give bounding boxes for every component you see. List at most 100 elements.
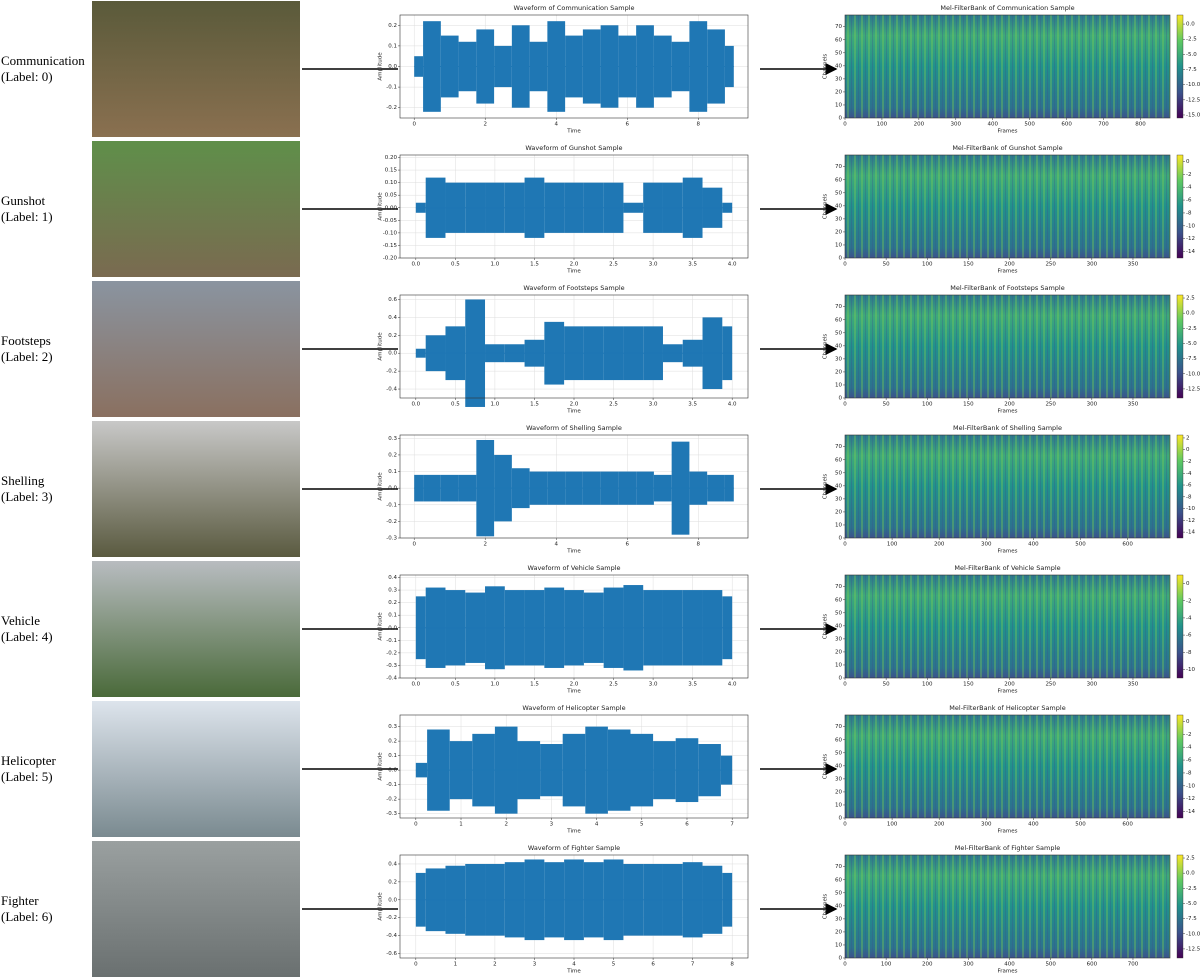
x-tick-label: 200	[934, 822, 945, 828]
y-tick-label: 30	[835, 636, 842, 642]
colorbar-tick-label: -15.0	[1186, 112, 1200, 118]
x-tick-label: 300	[1087, 262, 1098, 268]
y-axis-label: Channels	[823, 54, 829, 80]
y-tick-label: 0.1	[388, 753, 397, 759]
x-tick-label: 400	[1004, 962, 1015, 968]
spectrogram-texture	[845, 155, 1170, 258]
y-tick-label: 0.3	[388, 588, 397, 594]
plot-title: Waveform of Fighter Sample	[528, 844, 620, 852]
plot-title: Waveform of Communication Sample	[513, 4, 634, 12]
y-tick-label: 70	[835, 164, 842, 170]
y-tick-label: 40	[835, 903, 842, 909]
x-tick-label: 1	[454, 962, 458, 968]
colorbar-tick-label: -2.5	[1186, 886, 1197, 892]
plot-frame	[399, 14, 749, 119]
plot-title: Waveform of Footsteps Sample	[523, 284, 624, 292]
x-axis-label: Time	[566, 689, 581, 695]
colorbar-tick-label: -4	[1186, 615, 1192, 621]
x-axis-label: Frames	[997, 829, 1017, 835]
x-tick-label: 500	[1045, 962, 1056, 968]
y-tick-label: -0.4	[386, 676, 397, 682]
x-tick-label: 200	[914, 122, 925, 128]
x-tick-label: 400	[1028, 822, 1039, 828]
y-tick-label: 0.0	[388, 64, 397, 70]
y-tick-label: -0.4	[386, 933, 397, 939]
x-tick-label: 200	[934, 542, 945, 548]
colorbar-tick-label: -2	[1186, 172, 1191, 178]
y-axis-label: Channels	[823, 614, 829, 640]
x-tick-label: 100	[881, 962, 892, 968]
x-tick-label: 6	[685, 822, 689, 828]
y-tick-label: 0.4	[388, 315, 397, 321]
x-axis-label: Frames	[997, 969, 1017, 975]
y-tick-label: 0.2	[388, 333, 397, 339]
y-tick-label: 0	[839, 536, 843, 542]
colorbar-tick-label: -5.0	[1186, 341, 1197, 347]
plot-frame	[399, 714, 749, 819]
plot-title: Waveform of Gunshot Sample	[525, 144, 622, 152]
x-tick-label: 0	[843, 402, 847, 408]
y-tick-label: 30	[835, 776, 842, 782]
x-tick-label: 3	[533, 962, 537, 968]
colorbar-tick-label: -12	[1186, 796, 1195, 802]
y-tick-label: 20	[835, 369, 842, 375]
x-tick-label: 250	[1045, 262, 1056, 268]
y-tick-label: 0	[839, 256, 843, 262]
y-tick-label: 0.0	[388, 351, 397, 357]
x-tick-label: 2.5	[609, 682, 618, 688]
x-tick-label: 400	[1028, 542, 1039, 548]
x-tick-label: 0.5	[451, 402, 460, 408]
x-tick-label: 8	[697, 122, 701, 128]
colorbar-tick-label: -8	[1186, 650, 1192, 656]
x-tick-label: 250	[1045, 402, 1056, 408]
colorbar-tick-label: -2	[1186, 459, 1191, 465]
y-axis-label: Amplitude	[378, 612, 384, 641]
x-tick-label: 250	[1045, 682, 1056, 688]
colorbar-tick-label: -6	[1186, 198, 1192, 204]
x-tick-label: 0.0	[411, 262, 420, 268]
y-tick-label: 0.0	[388, 768, 397, 774]
plot-title: Mel-FilterBank of Vehicle Sample	[954, 564, 1060, 572]
x-tick-label: 200	[1004, 402, 1015, 408]
x-tick-label: 3.0	[649, 402, 658, 408]
colorbar-tick-label: -10.0	[1186, 931, 1200, 937]
x-tick-label: 300	[951, 122, 962, 128]
x-tick-label: 2.5	[609, 402, 618, 408]
x-tick-label: 350	[1128, 682, 1139, 688]
x-tick-label: 1.5	[530, 262, 539, 268]
colorbar-tick-label: -12	[1186, 518, 1195, 524]
y-tick-label: 30	[835, 496, 842, 502]
x-axis-label: Frames	[997, 689, 1017, 695]
row-label: (Label: 2)	[1, 349, 53, 364]
y-tick-label: 50	[835, 890, 842, 896]
row-label: (Label: 6)	[1, 909, 53, 924]
y-tick-label: -0.3	[386, 811, 397, 817]
spectrogram-texture	[845, 15, 1170, 118]
y-tick-label: -0.4	[386, 387, 397, 393]
row-label: (Label: 0)	[1, 69, 53, 84]
x-tick-label: 150	[963, 682, 974, 688]
colorbar-tick-label: 0	[1186, 719, 1190, 725]
x-axis-label: Frames	[997, 129, 1017, 135]
y-tick-label: -0.2	[386, 105, 397, 111]
y-axis-label: Channels	[823, 474, 829, 500]
y-tick-label: -0.2	[386, 650, 397, 656]
plot-title: Mel-FilterBank of Shelling Sample	[953, 424, 1062, 432]
row-name: Footsteps	[1, 333, 51, 348]
x-tick-label: 100	[922, 402, 933, 408]
y-tick-label: 0.05	[385, 193, 398, 199]
colorbar-tick-label: -6	[1186, 758, 1192, 764]
colorbar	[1176, 854, 1184, 959]
x-tick-label: 4.0	[728, 402, 737, 408]
row-label: (Label: 5)	[1, 769, 53, 784]
y-tick-label: 0.3	[388, 436, 397, 442]
colorbar-tick-label: -10	[1186, 667, 1195, 673]
x-axis-label: Time	[566, 549, 581, 555]
y-axis-label: Channels	[823, 334, 829, 360]
x-tick-label: 600	[1061, 122, 1072, 128]
plot-frame	[844, 854, 1171, 959]
y-tick-label: 40	[835, 63, 842, 69]
colorbar-tick-label: 0	[1186, 447, 1190, 453]
x-tick-label: 3.5	[688, 262, 697, 268]
x-tick-label: 4	[554, 542, 558, 548]
